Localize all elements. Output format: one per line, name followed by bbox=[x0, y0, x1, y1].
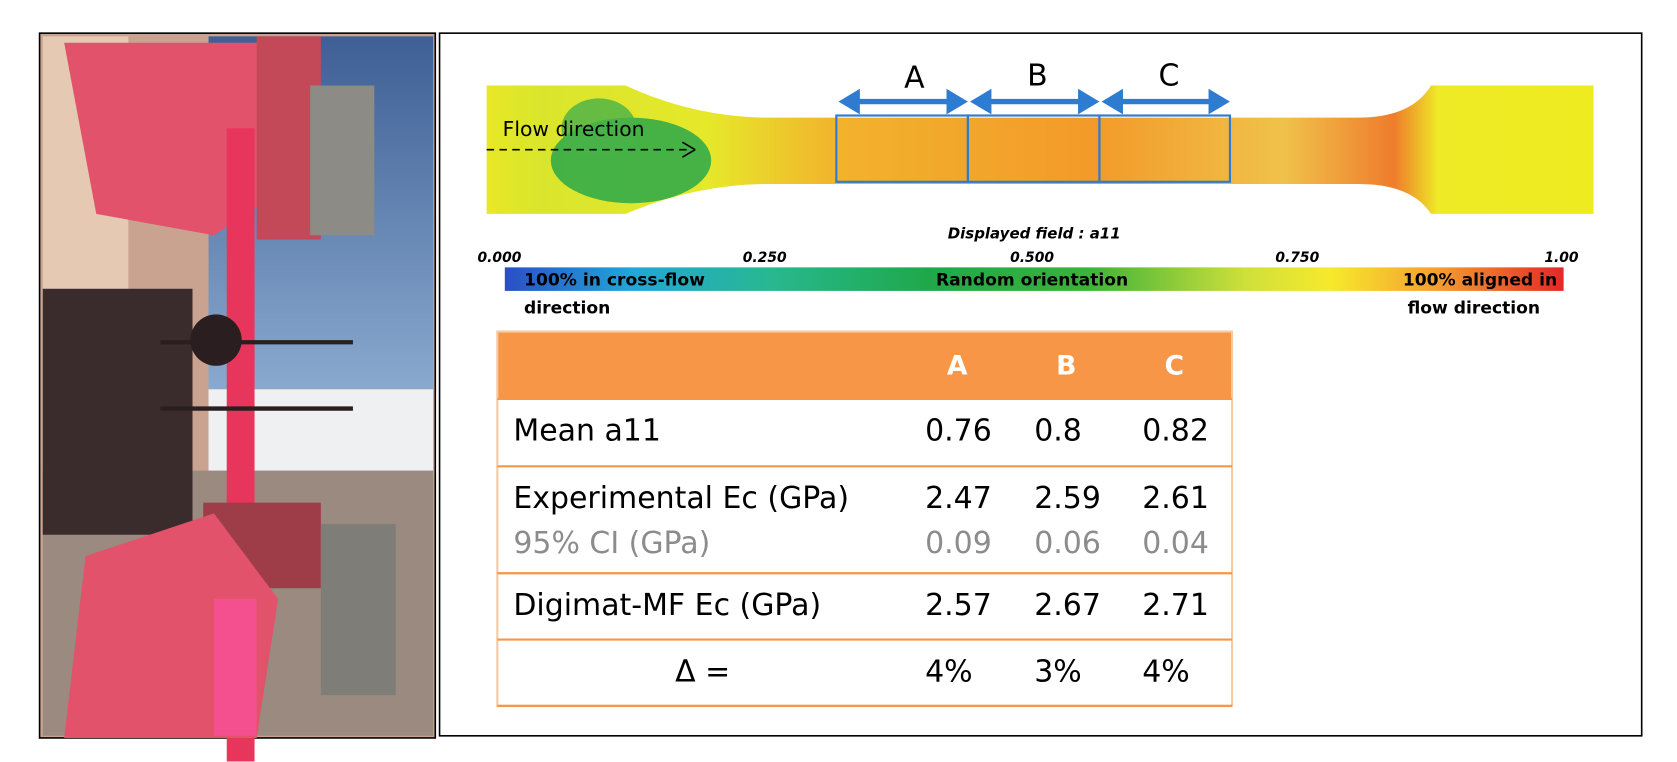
zone-label: C bbox=[1159, 59, 1180, 94]
row-label: Digimat-MF Ec (GPa) bbox=[513, 588, 821, 623]
cell: 2.71 bbox=[1142, 588, 1209, 623]
column-header: A bbox=[947, 350, 968, 381]
column-header: B bbox=[1056, 350, 1076, 381]
scale-label: direction bbox=[524, 298, 610, 318]
cell: 4% bbox=[925, 654, 973, 689]
flow-label: Flow direction bbox=[503, 117, 645, 141]
row-label: Experimental Ec (GPa) bbox=[513, 481, 849, 516]
photo bbox=[38, 32, 437, 762]
field-title: Displayed field : a11 bbox=[948, 224, 1121, 242]
cell: 0.82 bbox=[1142, 414, 1209, 449]
cell: 0.04 bbox=[1142, 526, 1209, 561]
flow-field bbox=[486, 85, 1594, 214]
cell: 0.8 bbox=[1034, 414, 1082, 449]
scale-label: 100% in cross-flow bbox=[524, 271, 705, 291]
scale-tick: 0.000 bbox=[477, 250, 521, 266]
cell: 0.09 bbox=[925, 526, 992, 561]
scale-tick: 0.500 bbox=[1010, 250, 1054, 266]
zone-label: B bbox=[1027, 59, 1048, 94]
color-bar bbox=[504, 267, 1564, 291]
scale-tick: 0.750 bbox=[1275, 250, 1319, 266]
row-label: Mean a11 bbox=[513, 414, 661, 449]
scale-label: flow direction bbox=[1408, 298, 1540, 318]
cell: 2.47 bbox=[925, 481, 992, 516]
cell: 3% bbox=[1034, 654, 1082, 689]
cell: 2.67 bbox=[1034, 588, 1101, 623]
column-header: C bbox=[1165, 350, 1185, 381]
row-label: Δ = bbox=[675, 654, 730, 689]
cell: 4% bbox=[1142, 654, 1190, 689]
cell: 2.57 bbox=[925, 588, 992, 623]
scale-label: 100% aligned in bbox=[1403, 271, 1557, 291]
cell: 2.59 bbox=[1034, 481, 1101, 516]
results-table: A B C Mean a11 0.76 0.8 0.82 Experimental Ec (G… bbox=[496, 330, 1234, 707]
cell: 0.76 bbox=[925, 414, 992, 449]
cell: 2.61 bbox=[1142, 481, 1209, 516]
scale-label: Random orientation bbox=[936, 271, 1128, 291]
row-label: 95% CI (GPa) bbox=[513, 526, 710, 561]
zone-label: A bbox=[904, 61, 925, 96]
scale-tick: 0.250 bbox=[743, 250, 787, 266]
scale-tick: 1.00 bbox=[1544, 250, 1579, 266]
cell: 0.06 bbox=[1034, 526, 1101, 561]
